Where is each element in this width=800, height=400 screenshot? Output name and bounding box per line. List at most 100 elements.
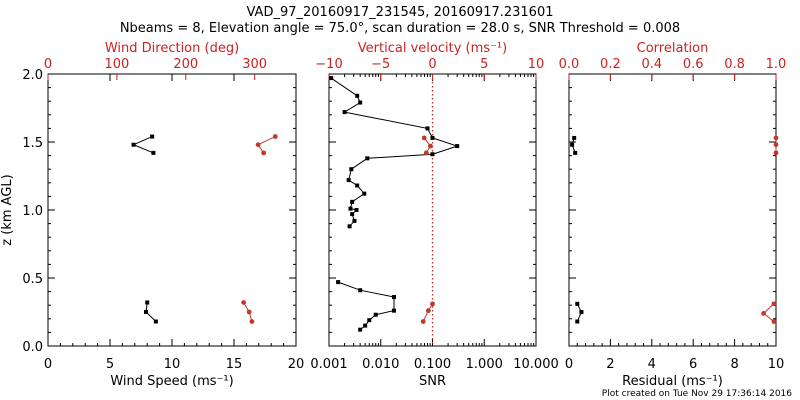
data-point-black [347, 224, 352, 229]
x-tick-label: 0 [44, 357, 52, 372]
series-line-black [337, 281, 395, 331]
y-tick-label: 1.0 [22, 204, 43, 219]
data-point-red [428, 143, 433, 149]
x-tick-label: 0.100 [414, 357, 451, 372]
x2-axis-title: Vertical velocity (ms⁻¹) [358, 41, 507, 56]
data-point-black [391, 308, 396, 313]
data-point-black [358, 288, 363, 293]
data-point-red [255, 142, 261, 148]
data-point-red [261, 150, 267, 156]
data-point-black [145, 300, 150, 305]
data-point-red [430, 301, 435, 307]
x2-tick-label: 0 [44, 57, 52, 72]
x2-tick-label: −10 [315, 57, 342, 72]
data-point-red [272, 134, 278, 139]
x2-tick-label: 0.6 [683, 57, 704, 72]
data-point-black [362, 191, 367, 196]
data-point-black [358, 327, 363, 332]
data-point-red [241, 300, 247, 305]
data-point-black [329, 76, 334, 81]
data-point-red [423, 150, 429, 156]
figure-subtitle: Nbeams = 8, Elevation angle = 75.0°, sca… [120, 21, 680, 36]
data-point-black [430, 135, 435, 140]
series-line-black [330, 77, 459, 227]
x2-tick-label: −5 [371, 57, 390, 72]
x-axis-title: SNR [419, 374, 446, 389]
data-point-black [573, 150, 578, 155]
series-line-red [257, 136, 276, 154]
data-point-black [365, 156, 370, 161]
data-point-red [773, 135, 779, 141]
y-tick-label: 0.0 [22, 340, 43, 355]
data-point-black [342, 110, 347, 115]
data-point-black [150, 134, 155, 139]
figure-title: VAD_97_20160917_231545, 20160917.231601 [247, 5, 554, 20]
x2-tick-label: 100 [104, 57, 129, 72]
x2-tick-label: 0.8 [724, 57, 745, 72]
x2-tick-label: 0.0 [559, 57, 580, 72]
data-point-red [761, 310, 766, 316]
data-point-black [355, 93, 360, 98]
data-point-black [349, 167, 354, 172]
x-tick-label: 6 [689, 357, 697, 372]
x-tick-label: 10 [768, 357, 785, 372]
data-point-black [575, 301, 580, 306]
data-point-black [358, 100, 363, 105]
figure-footer: Plot created on Tue Nov 29 17:36:14 2016 [602, 389, 792, 399]
x-tick-label: 2 [606, 357, 614, 372]
x-axis-title: Residual (ms⁻¹) [622, 374, 723, 389]
data-point-black [355, 183, 360, 188]
plot-frame [47, 73, 297, 347]
data-point-black [367, 318, 372, 323]
data-point-black [153, 319, 158, 324]
x2-axis-title: Correlation [637, 41, 709, 56]
x-tick-label: 0.010 [362, 357, 399, 372]
data-point-black [575, 319, 580, 324]
data-point-black [425, 126, 430, 131]
x2-tick-label: 0.2 [600, 57, 621, 72]
data-point-red [773, 142, 779, 148]
x2-tick-label: 300 [242, 57, 267, 72]
y-tick-label: 0.5 [22, 272, 43, 287]
x2-axis-title: Wind Direction (deg) [105, 41, 239, 56]
panel-right: 0 2 4 6 8 10 0.0 0.2 0.4 0.6 0.8 1.0 Residual (ms⁻¹)… [559, 41, 787, 389]
data-point-black [455, 144, 460, 149]
x-tick-label: 4 [648, 357, 656, 372]
data-point-red [771, 301, 777, 307]
data-point-black [570, 142, 575, 147]
data-point-black [151, 150, 156, 155]
data-point-black [346, 178, 351, 183]
y-tick-label: 2.0 [22, 68, 43, 83]
panel-middle: 0.001 0.010 0.100 1.000 10.000 −10 −5 0 5 10 SNR Ve… [310, 41, 558, 389]
data-point-red [425, 308, 431, 314]
x-tick-label: 1.000 [466, 357, 503, 372]
data-point-black [131, 142, 136, 147]
data-point-black [391, 295, 396, 300]
data-point-red [249, 319, 255, 324]
x-tick-label: 8 [730, 357, 738, 372]
data-point-black [350, 199, 355, 204]
x-axis-title: Wind Speed (ms⁻¹) [110, 374, 233, 389]
x2-tick-label: 200 [173, 57, 198, 72]
x2-tick-label: 0 [428, 57, 436, 72]
data-point-black [572, 135, 577, 140]
x-tick-label: 15 [226, 357, 243, 372]
y-axis-title: z (km AGL) [0, 174, 15, 245]
data-point-red [421, 135, 427, 141]
x-tick-label: 5 [106, 357, 114, 372]
data-point-black [336, 280, 341, 285]
x-tick-label: 20 [288, 357, 305, 372]
data-point-red [773, 150, 779, 156]
data-point-black [143, 310, 148, 314]
series-line-black [132, 136, 154, 154]
x-tick-label: 10.000 [513, 357, 559, 372]
x2-tick-label: 5 [480, 57, 488, 72]
data-point-black [354, 208, 359, 212]
x2-tick-label: 1.0 [766, 57, 787, 72]
data-point-black [363, 323, 368, 328]
y-tick-label: 1.5 [22, 136, 43, 151]
data-point-black [579, 310, 584, 314]
